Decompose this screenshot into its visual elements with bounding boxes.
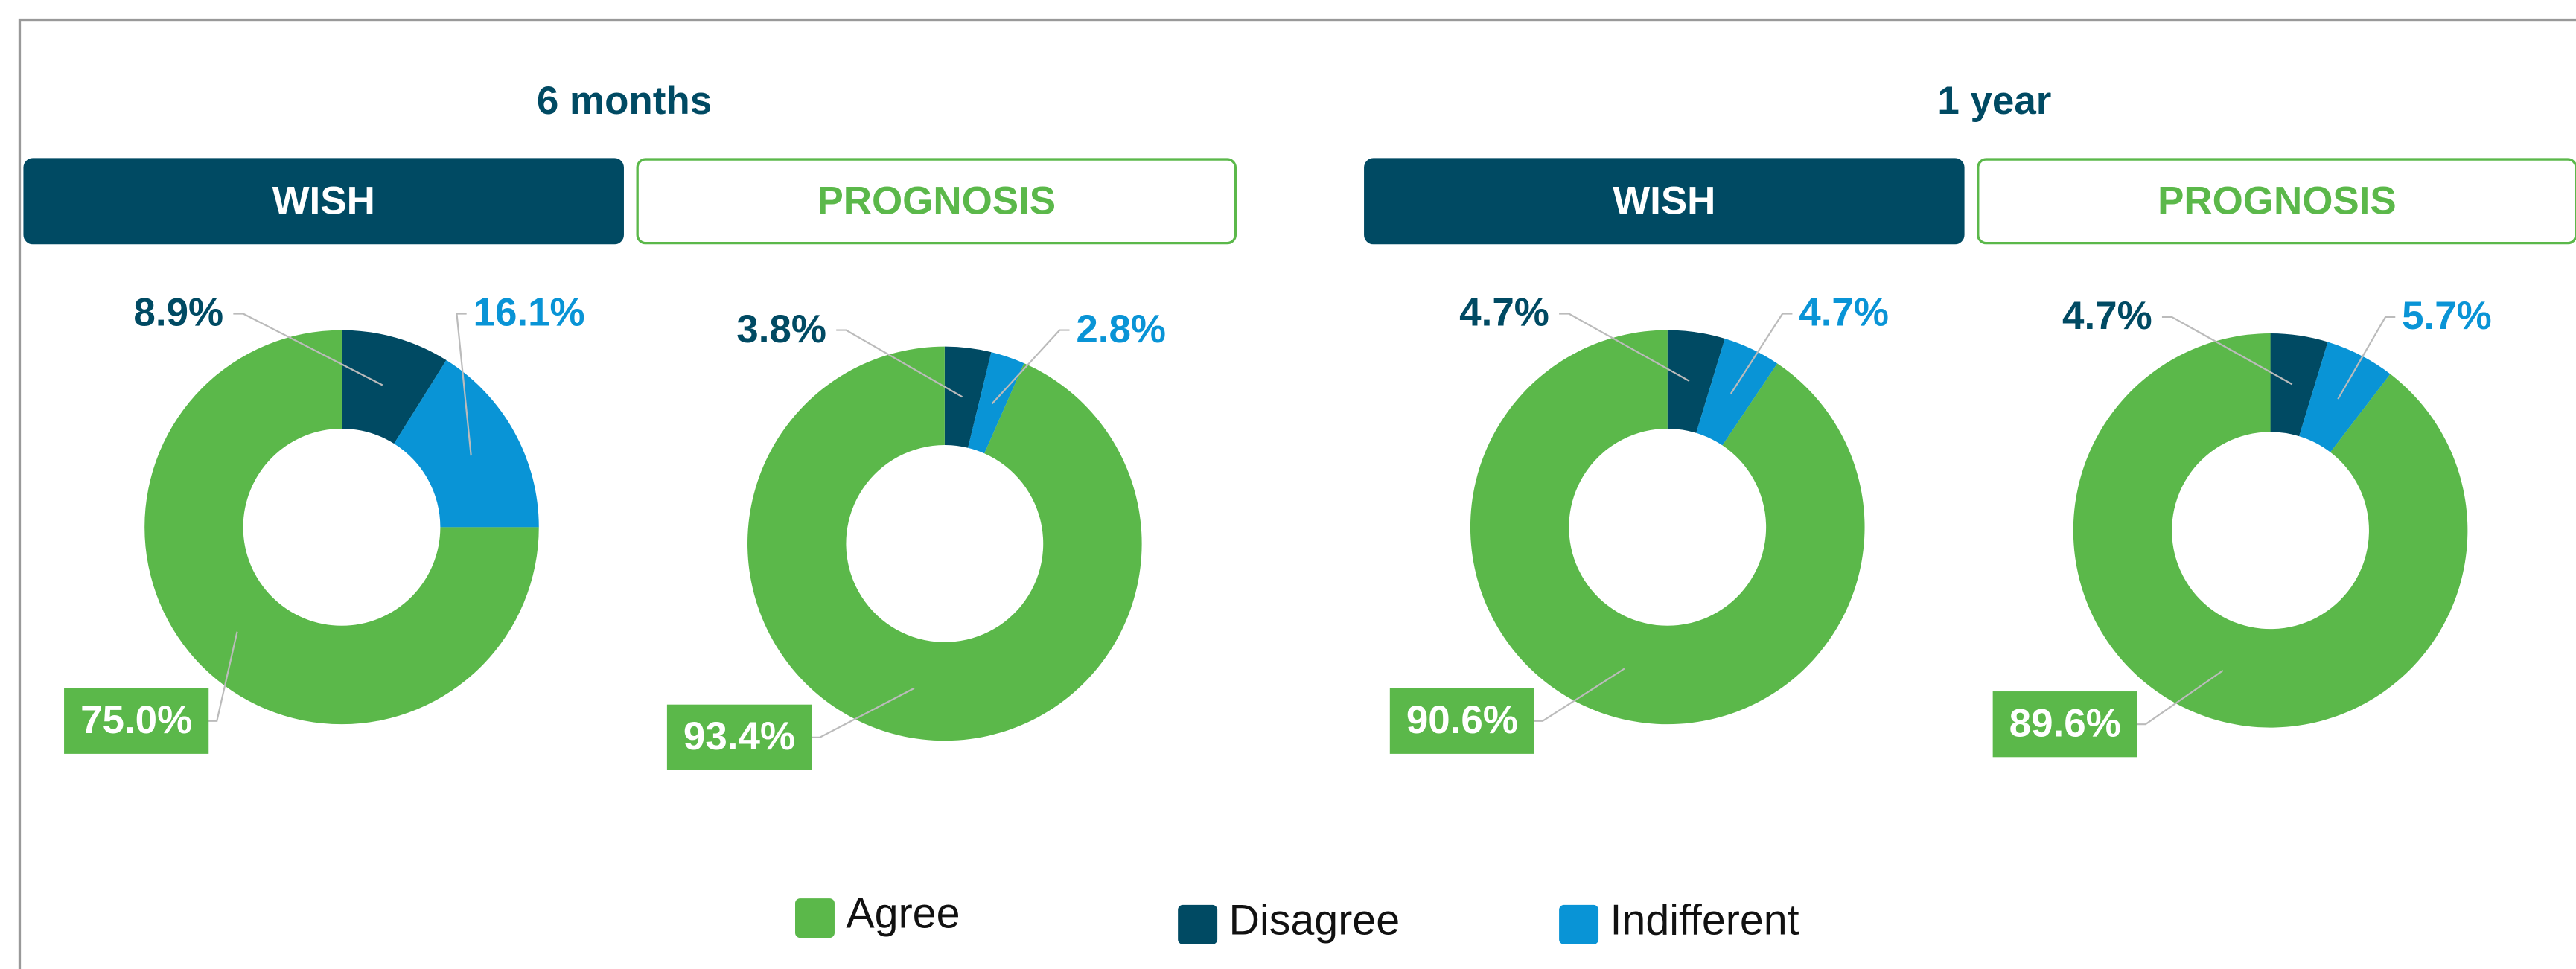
legend-swatch xyxy=(795,898,835,938)
donut-slice xyxy=(2073,333,2468,728)
chart-title: PROGNOSIS xyxy=(2158,179,2397,223)
panel-title: 1 year xyxy=(1937,79,2051,123)
donut-slice xyxy=(747,346,1142,741)
donut-slice xyxy=(341,330,447,444)
legend-label: Indifferent xyxy=(1610,896,1799,944)
donut-slice xyxy=(1667,330,1725,433)
label-box xyxy=(64,688,209,754)
label-box xyxy=(666,704,812,770)
data-label: 4.7% xyxy=(2062,294,2152,338)
leader-line xyxy=(1559,313,1690,382)
donut-slice xyxy=(1696,339,1778,446)
data-label: 5.7% xyxy=(2402,294,2492,338)
donut-slice xyxy=(1470,330,1865,725)
header-box xyxy=(1977,158,2576,245)
donut-slice xyxy=(394,359,539,528)
leader-line xyxy=(836,329,963,398)
chart-title: WISH xyxy=(272,179,375,223)
donut-slice xyxy=(944,346,992,448)
legend-swatch xyxy=(1559,904,1599,944)
data-label: 3.8% xyxy=(736,307,826,351)
data-label: 4.7% xyxy=(1459,291,1549,335)
chart-title: WISH xyxy=(1613,179,1715,223)
donut-slice xyxy=(2270,333,2328,437)
leader-line xyxy=(809,687,915,738)
leader-line xyxy=(207,631,238,722)
data-label: 90.6% xyxy=(1406,698,1518,742)
donut-slice xyxy=(968,352,1024,454)
leader-line xyxy=(2337,316,2396,400)
leader-line xyxy=(233,313,383,386)
legend-label: Disagree xyxy=(1229,896,1400,944)
data-label: 75.0% xyxy=(80,698,192,742)
donut-slice xyxy=(2299,342,2391,452)
header-box xyxy=(23,158,624,245)
leader-line xyxy=(2135,669,2224,726)
data-label: 16.1% xyxy=(474,291,585,335)
data-label: 89.6% xyxy=(2009,701,2121,745)
leader-line xyxy=(1532,668,1625,722)
chart-title: PROGNOSIS xyxy=(817,179,1056,223)
data-label: 4.7% xyxy=(1799,291,1889,335)
leader-line xyxy=(2161,316,2293,386)
legend-label: Agree xyxy=(846,890,960,938)
data-label: 93.4% xyxy=(683,714,795,758)
legend-swatch xyxy=(1178,904,1218,944)
label-box xyxy=(1389,688,1534,754)
header-box xyxy=(636,158,1237,245)
leader-line xyxy=(991,329,1070,405)
leader-line xyxy=(456,313,472,456)
panel-title: 6 months xyxy=(537,79,712,123)
data-label: 2.8% xyxy=(1076,307,1166,351)
data-label: 8.9% xyxy=(133,291,223,335)
donut-slice xyxy=(144,330,539,725)
leader-line xyxy=(1729,313,1793,394)
header-box xyxy=(1364,158,1965,245)
label-box xyxy=(1992,691,2137,758)
